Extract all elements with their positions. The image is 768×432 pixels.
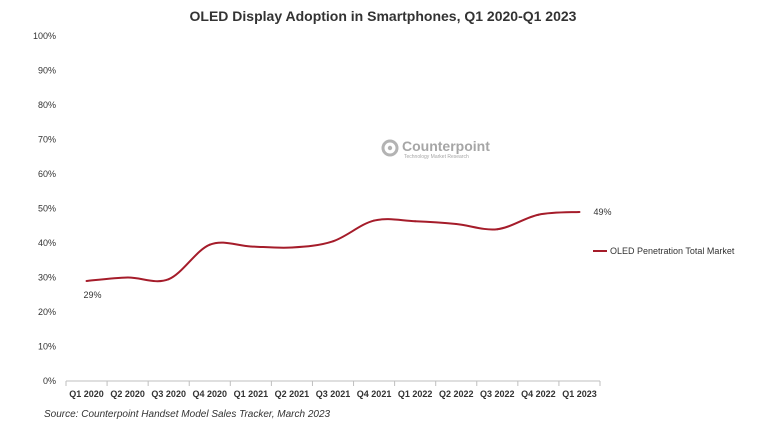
x-tick-label: Q3 2022	[480, 389, 515, 399]
x-tick-label: Q4 2022	[521, 389, 556, 399]
x-tick-label: Q1 2021	[234, 389, 269, 399]
data-point	[537, 213, 540, 216]
data-point	[208, 243, 211, 246]
data-point	[455, 223, 458, 226]
x-tick-label: Q2 2021	[275, 389, 310, 399]
x-tick-label: Q3 2020	[151, 389, 186, 399]
y-tick-label: 50%	[38, 204, 56, 214]
y-tick-label: 100%	[33, 31, 56, 41]
data-point	[332, 240, 334, 243]
x-tick-label: Q4 2020	[193, 389, 228, 399]
x-tick-label: Q1 2020	[69, 389, 104, 399]
y-tick-label: 90%	[38, 66, 56, 76]
y-axis: 0% 10% 20% 30% 40% 50% 60% 70% 80% 90% 100%	[33, 31, 56, 386]
data-point	[373, 219, 376, 222]
data-point	[249, 245, 252, 248]
series-layer	[85, 210, 581, 283]
y-tick-label: 70%	[38, 135, 56, 145]
y-tick-label: 40%	[38, 238, 56, 248]
series-line-oled-penetration	[86, 210, 580, 283]
data-point	[496, 228, 499, 231]
y-tick-label: 30%	[38, 273, 56, 283]
x-tick-label: Q1 2023	[562, 389, 597, 399]
data-point	[85, 279, 88, 282]
watermark-tagline: Technology Market Research	[404, 154, 469, 160]
data-point	[578, 210, 581, 213]
x-tick-label: Q3 2021	[316, 389, 351, 399]
legend: OLED Penetration Total Market	[593, 246, 735, 256]
x-axis: Q1 2020 Q2 2020 Q3 2020 Q4 2020 Q1 2021 Q2 20…	[65, 381, 601, 399]
y-tick-label: 80%	[38, 100, 56, 110]
x-tick-label: Q2 2020	[110, 389, 145, 399]
x-tick-label: Q4 2021	[357, 389, 392, 399]
y-tick-label: 20%	[38, 307, 56, 317]
source-note: Source: Counterpoint Handset Model Sales…	[44, 409, 331, 420]
data-point	[126, 276, 129, 279]
legend-label: OLED Penetration Total Market	[610, 246, 735, 256]
y-tick-label: 0%	[43, 376, 56, 386]
counterpoint-watermark: Counterpoint Technology Market Research	[381, 138, 490, 160]
data-label: 29%	[84, 290, 102, 300]
y-tick-label: 60%	[38, 169, 56, 179]
data-point	[167, 278, 170, 281]
x-tick-label: Q2 2022	[439, 389, 474, 399]
data-label: 49%	[593, 207, 611, 217]
data-point	[290, 246, 293, 249]
data-labels: 29% 49%	[84, 207, 612, 300]
chart-title: OLED Display Adoption in Smartphones, Q1…	[190, 8, 577, 24]
watermark-name: Counterpoint	[402, 138, 490, 154]
x-tick-label: Q1 2022	[398, 389, 433, 399]
counterpoint-logo-icon	[381, 139, 399, 157]
y-tick-label: 10%	[38, 342, 56, 352]
data-point	[414, 220, 417, 223]
